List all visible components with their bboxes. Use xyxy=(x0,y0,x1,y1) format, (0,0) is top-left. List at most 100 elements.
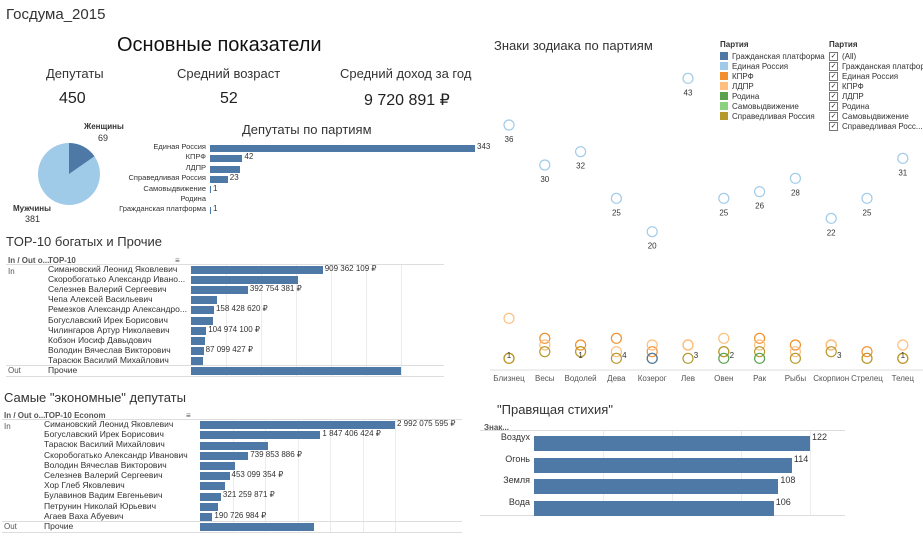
filter-item[interactable]: ✓ (All) xyxy=(829,51,923,61)
scatter-point[interactable] xyxy=(610,192,623,204)
filter-item[interactable]: ✓ Единая Россия xyxy=(829,71,923,81)
legend-item[interactable]: ЛДПР xyxy=(720,81,825,91)
party-filter[interactable]: Партия ✓ (All) ✓ Гражданская платформа ✓ Един… xyxy=(829,40,923,131)
scatter-point[interactable] xyxy=(861,346,873,358)
scatter-point[interactable] xyxy=(897,152,909,164)
bar[interactable] xyxy=(191,367,401,376)
bar[interactable] xyxy=(191,346,204,355)
scatter-point[interactable] xyxy=(646,352,658,364)
scatter-point[interactable] xyxy=(897,352,909,364)
scatter-point[interactable] xyxy=(682,339,694,351)
scatter-point[interactable] xyxy=(610,346,623,358)
scatter-point[interactable] xyxy=(574,339,587,351)
pie-slice-women[interactable] xyxy=(69,143,95,174)
scatter-point[interactable] xyxy=(789,339,801,351)
scatter-point[interactable] xyxy=(718,332,730,344)
bar[interactable] xyxy=(191,326,207,335)
scatter-point[interactable] xyxy=(789,346,801,358)
scatter-point[interactable] xyxy=(754,346,766,358)
legend-item[interactable]: Гражданская платформа xyxy=(720,51,825,61)
bar[interactable] xyxy=(191,286,248,295)
checkbox[interactable]: ✓ xyxy=(829,81,838,91)
bar[interactable] xyxy=(191,306,214,315)
legend-item[interactable]: Справедливая Россия xyxy=(720,111,825,121)
bar[interactable] xyxy=(191,266,323,275)
scatter-point[interactable] xyxy=(718,346,730,358)
bar[interactable] xyxy=(534,479,779,495)
scatter-point[interactable] xyxy=(646,339,658,351)
bar[interactable] xyxy=(200,502,218,511)
scatter-point[interactable] xyxy=(861,352,873,364)
scatter-point[interactable] xyxy=(539,332,551,344)
filter-item[interactable]: ✓ Родина xyxy=(829,101,923,111)
bar[interactable] xyxy=(200,431,321,440)
scatter-point[interactable] xyxy=(539,346,551,358)
scatter-point[interactable] xyxy=(789,352,801,364)
scatter-point[interactable] xyxy=(682,72,694,84)
zodiac-scatter-chart[interactable]: Близнец Весы Водолей Дева Козерог Лев Овен Рак Р… xyxy=(490,60,923,390)
bar[interactable] xyxy=(534,500,774,516)
scatter-point[interactable] xyxy=(754,339,766,351)
bar[interactable] xyxy=(200,512,213,521)
bar[interactable] xyxy=(191,356,203,365)
checkbox[interactable]: ✓ xyxy=(829,101,838,111)
sort-icon[interactable]: ≡ xyxy=(186,411,191,420)
filter-item[interactable]: ✓ КПРФ xyxy=(829,81,923,91)
scatter-point[interactable] xyxy=(789,172,801,184)
scatter-point[interactable] xyxy=(718,352,730,364)
gender-pie-chart[interactable] xyxy=(30,135,110,215)
scatter-point[interactable] xyxy=(503,352,515,364)
bar[interactable] xyxy=(210,165,241,173)
bar[interactable] xyxy=(210,186,211,194)
legend-item[interactable]: Самовыдвижение xyxy=(720,101,825,111)
element-col-header[interactable]: Знак... xyxy=(484,423,509,432)
legend-item[interactable]: Родина xyxy=(720,91,825,101)
scatter-point[interactable] xyxy=(718,192,730,204)
rich-col-in-out[interactable]: In / Out o... xyxy=(8,256,50,265)
scatter-point[interactable] xyxy=(503,312,515,324)
bar[interactable] xyxy=(200,523,315,532)
scatter-point[interactable] xyxy=(754,352,766,364)
scatter-point[interactable] xyxy=(610,332,623,344)
bar[interactable] xyxy=(191,276,299,285)
sort-icon[interactable]: ≡ xyxy=(175,256,180,265)
filter-item[interactable]: ✓ Гражданская платформа xyxy=(829,61,923,71)
bar[interactable] xyxy=(200,482,225,491)
checkbox[interactable]: ✓ xyxy=(829,91,838,101)
checkbox[interactable]: ✓ xyxy=(829,61,838,71)
scatter-point[interactable] xyxy=(825,212,837,224)
econ-col-in-out[interactable]: In / Out o... xyxy=(4,411,46,420)
bar[interactable] xyxy=(210,155,243,163)
bar[interactable] xyxy=(200,461,235,470)
bar[interactable] xyxy=(191,336,205,345)
scatter-point[interactable] xyxy=(861,192,873,204)
bar[interactable] xyxy=(191,316,213,325)
scatter-point[interactable] xyxy=(574,146,587,158)
bar[interactable] xyxy=(534,436,810,452)
bar[interactable] xyxy=(200,441,269,450)
checkbox[interactable]: ✓ xyxy=(829,111,838,121)
scatter-point[interactable] xyxy=(682,352,694,364)
scatter-point[interactable] xyxy=(646,346,658,358)
scatter-point[interactable] xyxy=(539,159,551,171)
legend-item[interactable]: КПРФ xyxy=(720,71,825,81)
rich-col-top[interactable]: TOP-10 xyxy=(48,256,76,265)
bar[interactable] xyxy=(200,451,249,460)
scatter-point[interactable] xyxy=(646,226,658,238)
filter-item[interactable]: ✓ ЛДПР xyxy=(829,91,923,101)
zodiac-legend[interactable]: Партия Гражданская платформа Единая Росси… xyxy=(720,40,825,121)
bar[interactable] xyxy=(210,175,228,183)
bar[interactable] xyxy=(210,144,475,152)
bar[interactable] xyxy=(200,472,230,481)
legend-item[interactable]: Единая Россия xyxy=(720,61,825,71)
bar[interactable] xyxy=(210,207,211,215)
checkbox[interactable]: ✓ xyxy=(829,51,838,61)
checkbox[interactable]: ✓ xyxy=(829,121,838,131)
scatter-point[interactable] xyxy=(574,346,587,358)
bar[interactable] xyxy=(534,457,792,473)
filter-item[interactable]: ✓ Справедливая Росс... xyxy=(829,121,923,131)
scatter-point[interactable] xyxy=(503,119,515,131)
bar[interactable] xyxy=(200,492,221,501)
scatter-point[interactable] xyxy=(610,352,623,364)
scatter-point[interactable] xyxy=(825,346,837,358)
